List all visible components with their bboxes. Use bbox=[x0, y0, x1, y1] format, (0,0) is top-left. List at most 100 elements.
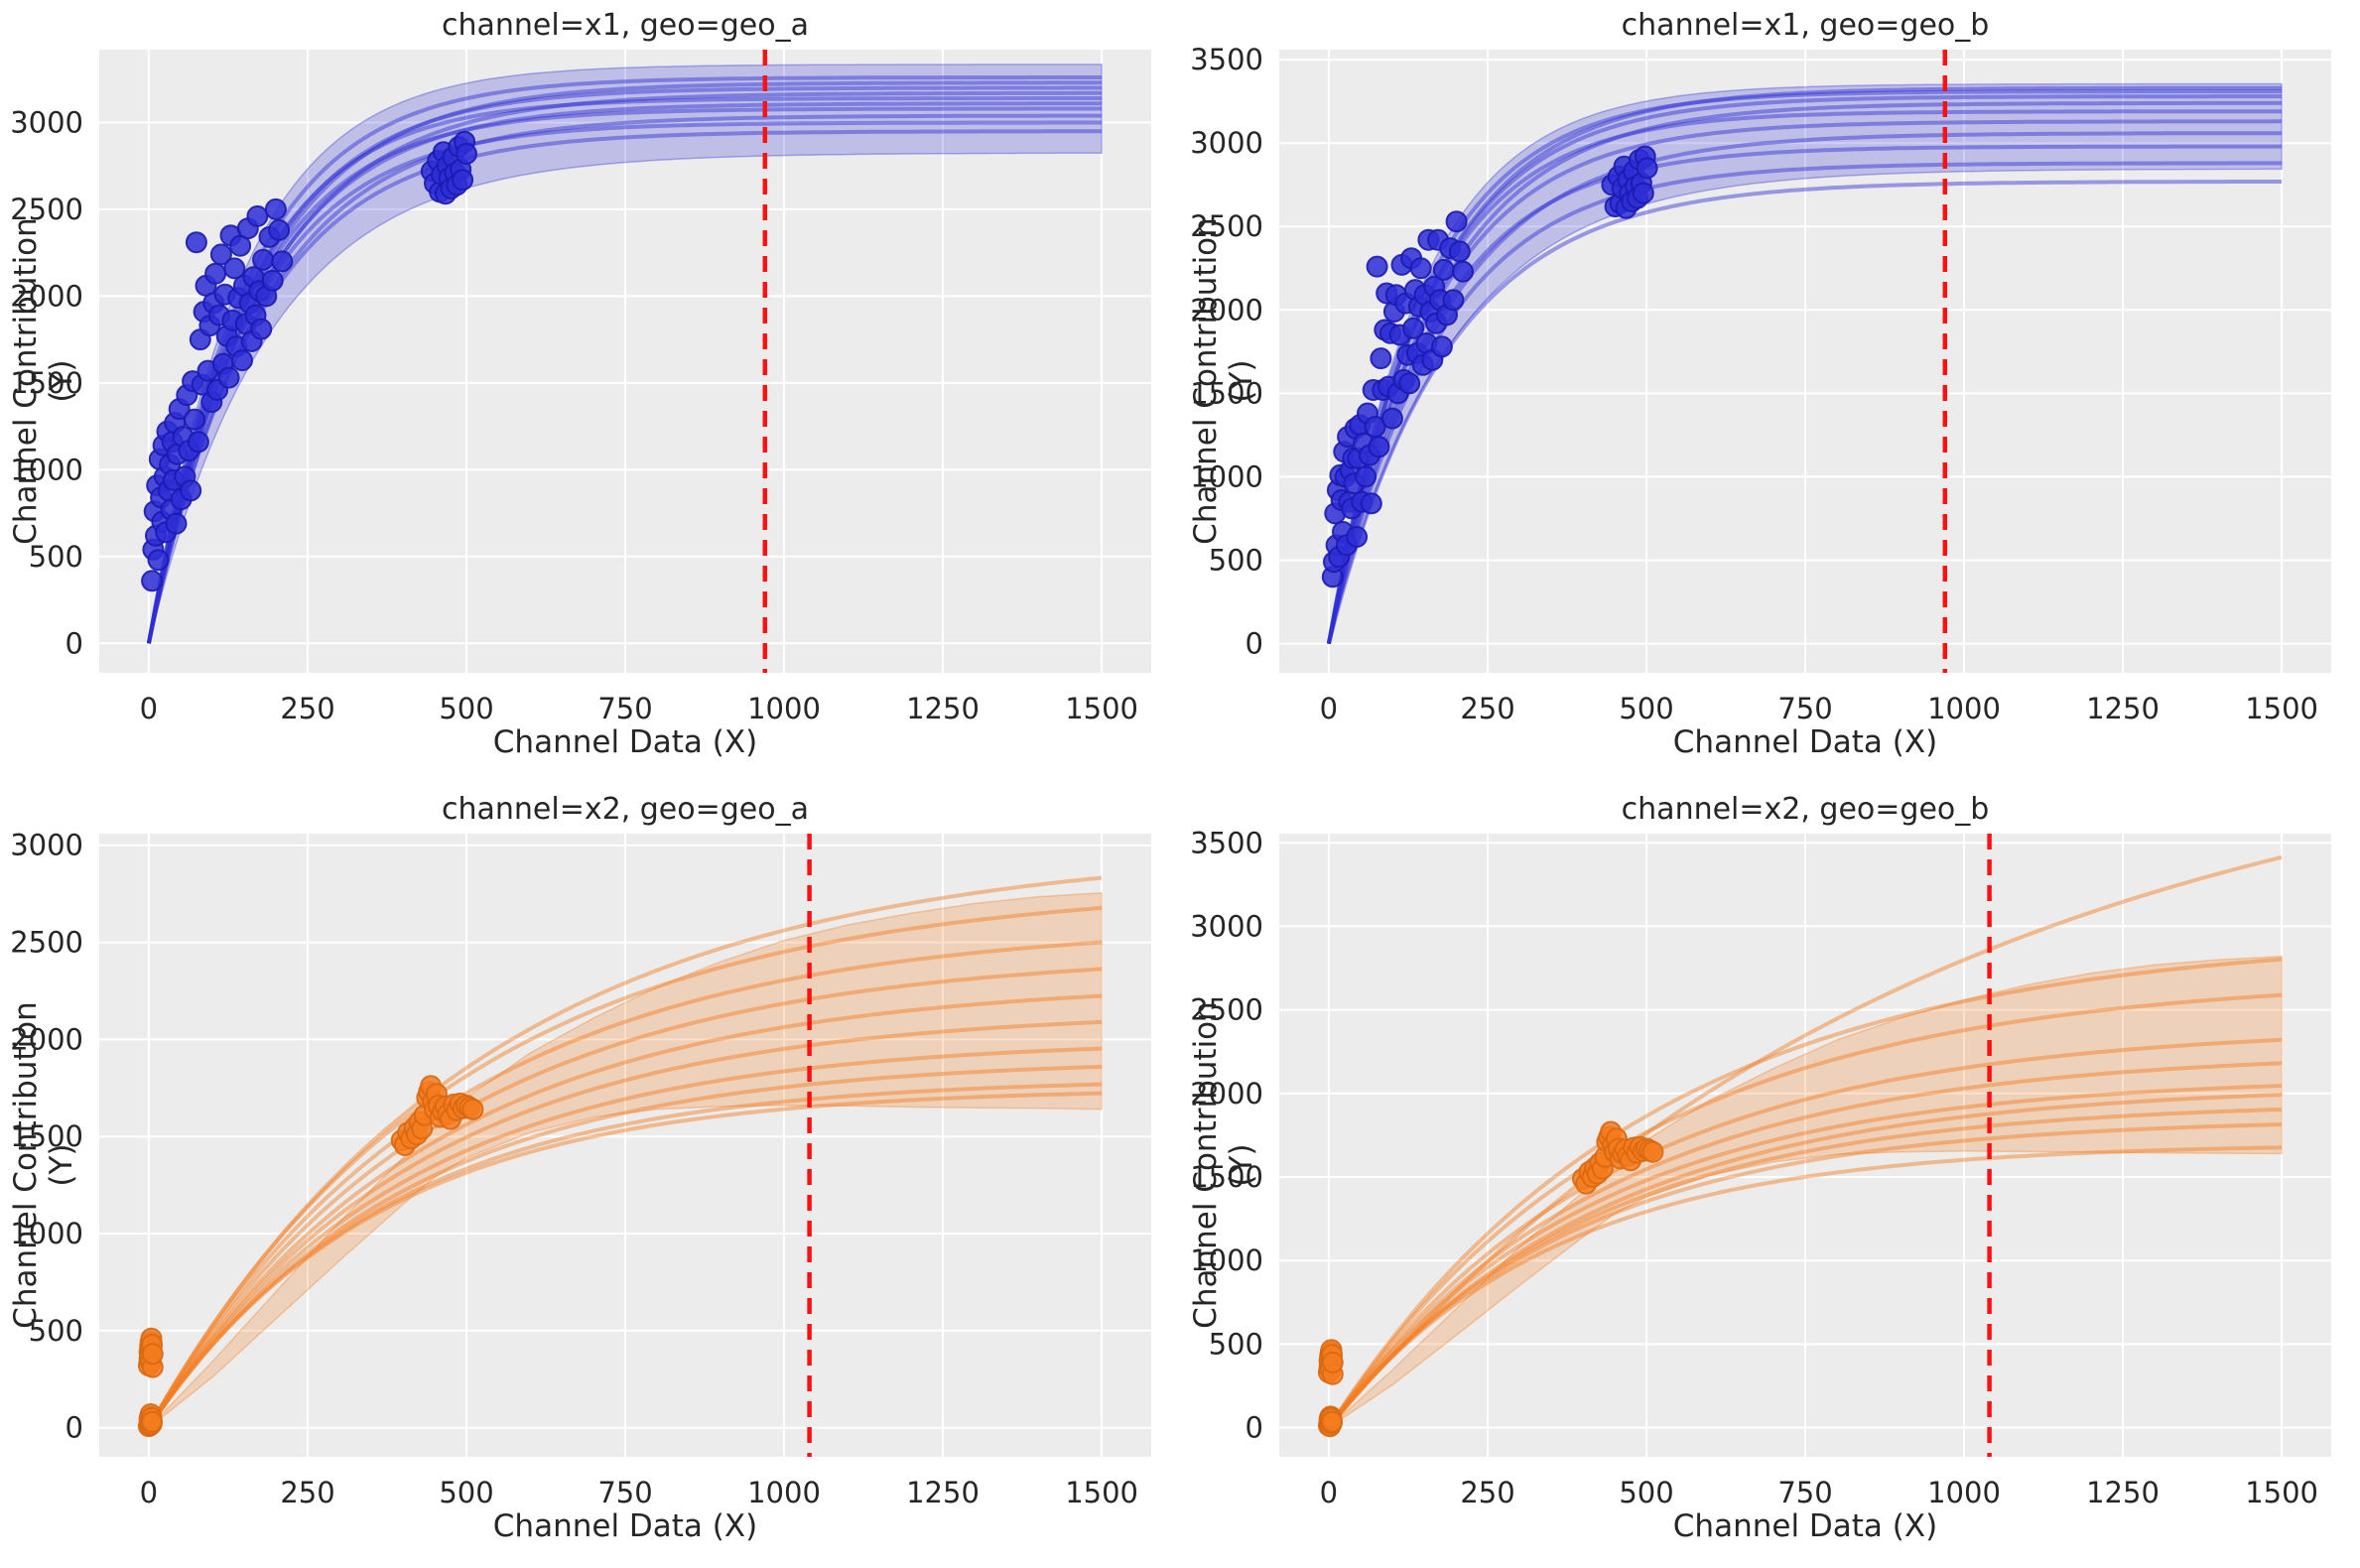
y-tick-label: 1000 bbox=[10, 453, 83, 486]
posterior-curve bbox=[1327, 957, 2283, 1429]
y-tick-label: 3500 bbox=[1190, 826, 1263, 859]
scatter-point bbox=[1442, 289, 1465, 312]
posterior-curve bbox=[147, 1046, 1103, 1429]
posterior-curve bbox=[1327, 1037, 2283, 1429]
x-tick-label: 750 bbox=[597, 692, 652, 725]
posterior-curve bbox=[147, 875, 1103, 1429]
y-tick-label: 2500 bbox=[1190, 209, 1263, 243]
y-tick-label: 500 bbox=[1209, 1327, 1263, 1361]
scatter-point bbox=[1368, 436, 1390, 458]
hdi-band bbox=[1328, 82, 2283, 644]
scatter-point bbox=[261, 269, 284, 292]
y-tick-label: 0 bbox=[1246, 627, 1263, 661]
posterior-curve bbox=[1326, 85, 2283, 644]
x-tick-label: 750 bbox=[1777, 692, 1832, 725]
scatter-point bbox=[461, 1098, 484, 1120]
scatter-point bbox=[223, 257, 246, 280]
x-tick-label: 1000 bbox=[1927, 1476, 2001, 1509]
y-axis-label: Channel Contribution (Y) bbox=[1188, 1001, 1259, 1329]
x-tick-label: 1000 bbox=[747, 1476, 821, 1509]
x-axis-label: Channel Data (X) bbox=[492, 1508, 758, 1544]
x-tick-label: 500 bbox=[439, 1476, 493, 1509]
x-tick-label: 750 bbox=[1777, 1476, 1832, 1509]
posterior-curve bbox=[147, 1082, 1103, 1429]
y-tick-label: 1500 bbox=[1190, 1160, 1263, 1194]
scatter-point bbox=[184, 408, 205, 431]
posterior-curve bbox=[1327, 854, 2283, 1429]
posterior-curve bbox=[1326, 94, 2283, 644]
posterior-curve bbox=[1327, 1084, 2283, 1429]
plot-canvas-x2-geo-b: 0 250 500 750 1000 1250 1500 0 500 1000 1500 2000 25… bbox=[1190, 826, 2331, 1509]
scatter-point bbox=[180, 479, 202, 502]
posterior-curve bbox=[1326, 144, 2283, 645]
posterior-curve bbox=[147, 940, 1103, 1429]
y-tick-label: 500 bbox=[29, 1314, 83, 1348]
scatter-point bbox=[231, 349, 253, 372]
x-tick-label: 500 bbox=[1619, 1476, 1673, 1509]
posterior-curve bbox=[146, 101, 1103, 644]
y-tick-label: 3000 bbox=[1190, 909, 1263, 943]
scatter-point bbox=[1641, 1140, 1664, 1163]
y-tick-label: 0 bbox=[1246, 1411, 1263, 1445]
x-tick-label: 0 bbox=[1320, 692, 1338, 725]
scatter-point bbox=[204, 262, 227, 285]
posterior-curve bbox=[1326, 109, 2283, 644]
posterior-curve bbox=[147, 967, 1103, 1429]
y-tick-label: 3000 bbox=[1190, 126, 1263, 160]
x-tick-label: 1000 bbox=[1927, 692, 2001, 725]
plot-canvas-x1-geo-b: 0 250 500 750 1000 1250 1500 0 500 1000 1500 2000 25… bbox=[1190, 43, 2331, 725]
x-tick-label: 1250 bbox=[906, 692, 980, 725]
y-tick-label: 2500 bbox=[1190, 993, 1263, 1027]
y-tick-label: 2000 bbox=[10, 1022, 83, 1056]
posterior-curve bbox=[146, 75, 1103, 644]
scatter-point bbox=[1430, 335, 1453, 358]
y-tick-label: 3000 bbox=[10, 829, 83, 862]
posterior-curve bbox=[147, 905, 1103, 1429]
posterior-curve bbox=[146, 120, 1103, 644]
x-tick-label: 250 bbox=[1460, 1476, 1514, 1509]
x-tick-label: 750 bbox=[597, 1476, 652, 1509]
x-tick-label: 1500 bbox=[2245, 692, 2318, 725]
scatter-point bbox=[1321, 1351, 1344, 1373]
y-tick-label: 500 bbox=[29, 540, 83, 574]
posterior-curve bbox=[146, 106, 1103, 644]
scatter-point bbox=[1402, 317, 1425, 339]
scatter-point bbox=[456, 143, 477, 165]
scatter-point bbox=[1432, 258, 1455, 281]
subplot-x2-geo-a: 0 250 500 750 1000 1250 1500 0 500 1000 1500 2000 25… bbox=[0, 784, 1180, 1568]
x-tick-label: 1500 bbox=[1065, 692, 1138, 725]
scatter-point bbox=[185, 231, 207, 254]
y-tick-label: 1500 bbox=[10, 366, 83, 400]
x-tick-label: 0 bbox=[1320, 1476, 1338, 1509]
scatter-point bbox=[252, 248, 275, 271]
subplot-x1-geo-a: 0 250 500 750 1000 1250 1500 0 500 1000 1500 2000 25… bbox=[0, 0, 1180, 784]
y-tick-label: 1500 bbox=[10, 1119, 83, 1153]
x-axis-label: Channel Data (X) bbox=[492, 724, 758, 760]
x-tick-label: 1500 bbox=[1065, 1476, 1138, 1509]
scatter-point bbox=[1448, 240, 1471, 263]
posterior-curve bbox=[147, 993, 1103, 1429]
x-tick-label: 500 bbox=[1619, 692, 1673, 725]
scatter-point bbox=[217, 366, 240, 389]
posterior-curve bbox=[147, 1064, 1103, 1429]
scatter-point bbox=[141, 570, 164, 592]
x-tick-label: 250 bbox=[1460, 692, 1514, 725]
posterior-curve bbox=[1327, 1122, 2283, 1429]
x-tick-label: 1250 bbox=[906, 1476, 980, 1509]
posterior-curve bbox=[1326, 100, 2283, 644]
scatter-point bbox=[1632, 182, 1654, 204]
posterior-curve bbox=[1327, 1061, 2283, 1429]
y-tick-label: 3000 bbox=[10, 106, 83, 140]
posterior-curve bbox=[146, 113, 1103, 644]
y-tick-label: 0 bbox=[66, 1411, 83, 1445]
y-tick-label: 2500 bbox=[10, 193, 83, 226]
posterior-curve bbox=[147, 1019, 1103, 1429]
y-tick-label: 2000 bbox=[10, 279, 83, 313]
scatter-point bbox=[187, 431, 209, 454]
posterior-curve bbox=[146, 96, 1103, 644]
posterior-curve bbox=[1326, 89, 2283, 644]
panel-title: channel=x2, geo=geo_a bbox=[442, 792, 809, 827]
y-tick-label: 1000 bbox=[10, 1217, 83, 1250]
y-tick-label: 3500 bbox=[1190, 43, 1263, 76]
x-tick-label: 250 bbox=[280, 1476, 334, 1509]
